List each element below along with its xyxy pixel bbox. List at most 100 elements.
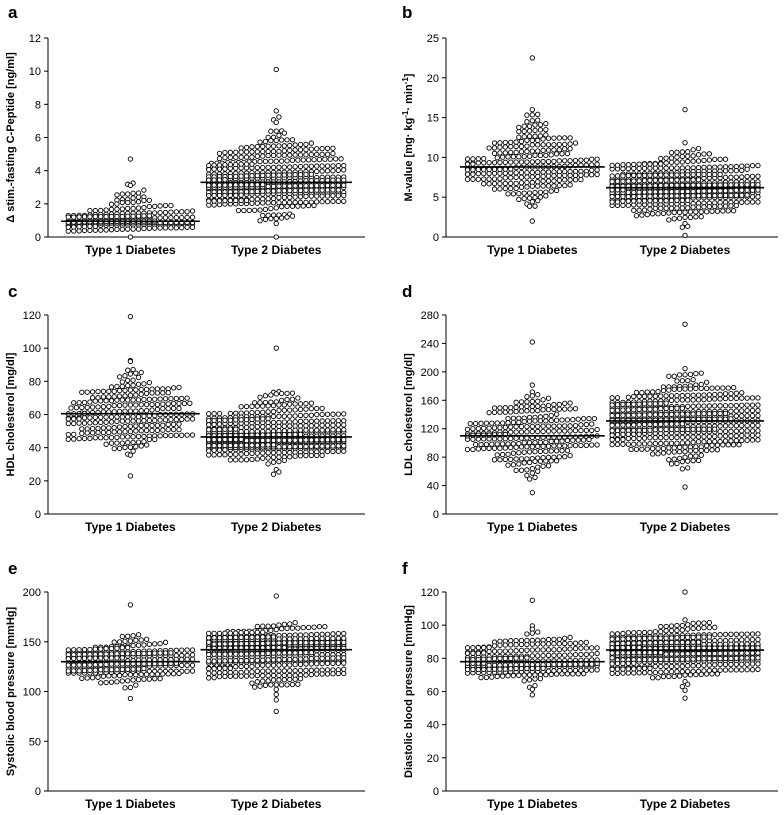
data-point xyxy=(733,631,739,637)
data-point xyxy=(695,620,702,626)
data-point xyxy=(276,183,282,189)
data-point xyxy=(276,423,282,430)
data-point xyxy=(668,668,675,675)
data-point xyxy=(717,655,723,662)
data-point xyxy=(281,662,287,668)
data-point xyxy=(491,166,498,173)
data-point xyxy=(114,192,120,198)
data-point xyxy=(744,173,750,180)
data-point xyxy=(679,392,685,399)
data-point xyxy=(297,650,304,656)
data-point xyxy=(341,422,347,428)
data-point xyxy=(154,671,161,677)
data-point xyxy=(135,397,142,403)
data-point xyxy=(138,391,144,397)
x-category-label: Type 2 Diabetes xyxy=(640,243,731,257)
data-point xyxy=(679,466,685,472)
data-point xyxy=(146,650,152,657)
data-point xyxy=(725,442,731,448)
data-point xyxy=(483,674,490,681)
data-point xyxy=(647,656,653,663)
data-point xyxy=(324,639,331,646)
data-point xyxy=(540,397,546,403)
data-point xyxy=(233,173,239,180)
data-point xyxy=(111,394,117,400)
data-point xyxy=(666,210,672,216)
data-point xyxy=(130,382,136,388)
data-point xyxy=(529,106,535,113)
data-point xyxy=(526,203,533,209)
data-point xyxy=(464,446,471,453)
data-point xyxy=(216,442,223,449)
data-point xyxy=(551,423,557,429)
data-point xyxy=(524,472,530,479)
data-point xyxy=(497,159,503,166)
data-point xyxy=(106,403,112,410)
data-point xyxy=(152,203,158,210)
data-point xyxy=(658,440,664,447)
data-point xyxy=(679,459,685,465)
data-point xyxy=(706,650,712,657)
data-point xyxy=(647,393,653,399)
data-point xyxy=(341,411,347,417)
data-point xyxy=(679,421,685,427)
data-point xyxy=(647,172,653,178)
data-point xyxy=(276,413,282,419)
data-point xyxy=(270,413,277,420)
data-point xyxy=(614,178,621,184)
data-point xyxy=(706,182,712,188)
data-point xyxy=(125,205,131,212)
data-point xyxy=(308,140,314,146)
data-point xyxy=(647,193,653,199)
data-point xyxy=(222,162,228,168)
data-point xyxy=(206,436,212,443)
data-point xyxy=(138,671,144,678)
data-point xyxy=(211,630,217,637)
data-point xyxy=(497,457,503,463)
data-point xyxy=(292,423,298,429)
data-point xyxy=(556,147,562,153)
data-point xyxy=(143,427,150,434)
data-point xyxy=(695,656,702,662)
data-point xyxy=(562,454,568,460)
data-point xyxy=(251,207,258,213)
data-point xyxy=(481,176,487,182)
data-point xyxy=(660,387,667,394)
data-point xyxy=(551,647,557,653)
data-point xyxy=(518,429,525,435)
data-point xyxy=(717,403,723,409)
data-point xyxy=(184,432,190,438)
data-point xyxy=(720,208,726,214)
data-point xyxy=(693,671,699,678)
data-point xyxy=(575,416,581,422)
data-point xyxy=(243,629,250,636)
data-point xyxy=(526,128,533,134)
data-point xyxy=(535,641,541,647)
data-point xyxy=(189,668,196,674)
data-point xyxy=(206,635,212,641)
data-point xyxy=(556,406,562,412)
data-point xyxy=(287,449,293,456)
y-tick-label: 100 xyxy=(23,343,41,355)
data-point xyxy=(281,148,287,154)
data-point xyxy=(641,635,648,641)
data-point xyxy=(709,385,715,391)
data-point xyxy=(330,187,336,193)
data-point xyxy=(685,458,691,464)
data-point xyxy=(518,180,525,186)
data-point xyxy=(583,645,589,651)
data-point xyxy=(733,174,739,180)
data-point xyxy=(127,638,134,644)
data-point xyxy=(594,645,600,651)
data-point xyxy=(341,630,347,637)
data-point xyxy=(682,209,688,216)
data-point xyxy=(189,214,196,220)
data-point xyxy=(733,428,739,434)
data-point xyxy=(98,667,104,673)
data-point xyxy=(111,403,117,409)
data-point xyxy=(609,402,615,408)
y-tick-label: 60 xyxy=(29,410,41,422)
data-point xyxy=(295,395,301,401)
data-point xyxy=(502,655,508,662)
